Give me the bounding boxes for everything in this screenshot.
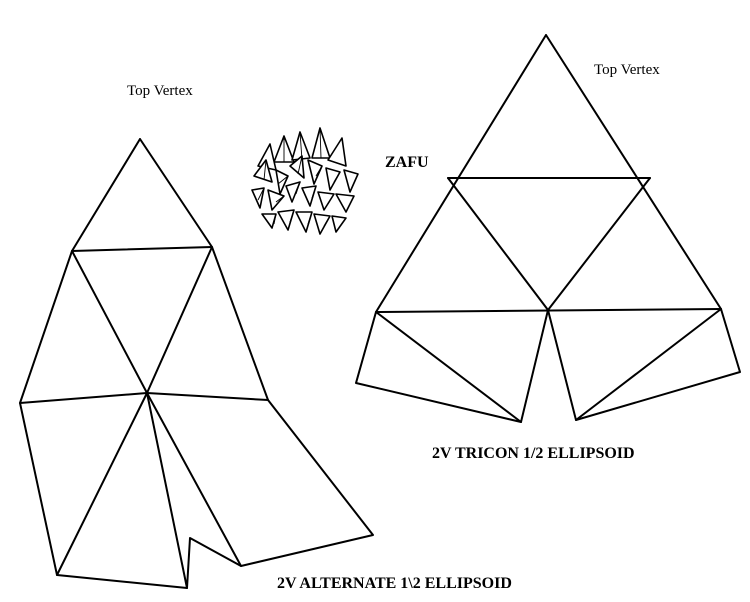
alternate-ellipsoid-net [19, 138, 374, 589]
tricon-ellipsoid-net [355, 34, 741, 423]
tricon-net-edge [575, 308, 722, 421]
tricon-net-outline [355, 34, 741, 423]
top-vertex-label-left: Top Vertex [127, 83, 193, 99]
tricon-caption: 2V TRICON 1/2 ELLIPSOID [432, 445, 635, 462]
alternate-net-edge [71, 246, 213, 252]
tricon-net-edge [447, 177, 549, 311]
alternate-net-outline [19, 138, 374, 589]
alternate-caption: 2V ALTERNATE 1\2 ELLIPSOID [277, 575, 512, 592]
alternate-net-edge [146, 246, 213, 394]
alternate-net-edge [56, 392, 148, 576]
tricon-net-edge [375, 308, 722, 313]
tricon-net-edge [547, 177, 651, 311]
alternate-net-edge [146, 392, 269, 401]
tricon-net-edge [375, 311, 522, 423]
alternate-net-edge [71, 250, 148, 394]
zafu-dome-sketch [251, 127, 359, 235]
top-vertex-label-right: Top Vertex [594, 62, 660, 78]
zafu-label: ZAFU [385, 154, 429, 171]
alternate-net-edge [19, 392, 148, 404]
alternate-net-edge [146, 392, 188, 589]
alternate-net-edge [146, 392, 242, 567]
